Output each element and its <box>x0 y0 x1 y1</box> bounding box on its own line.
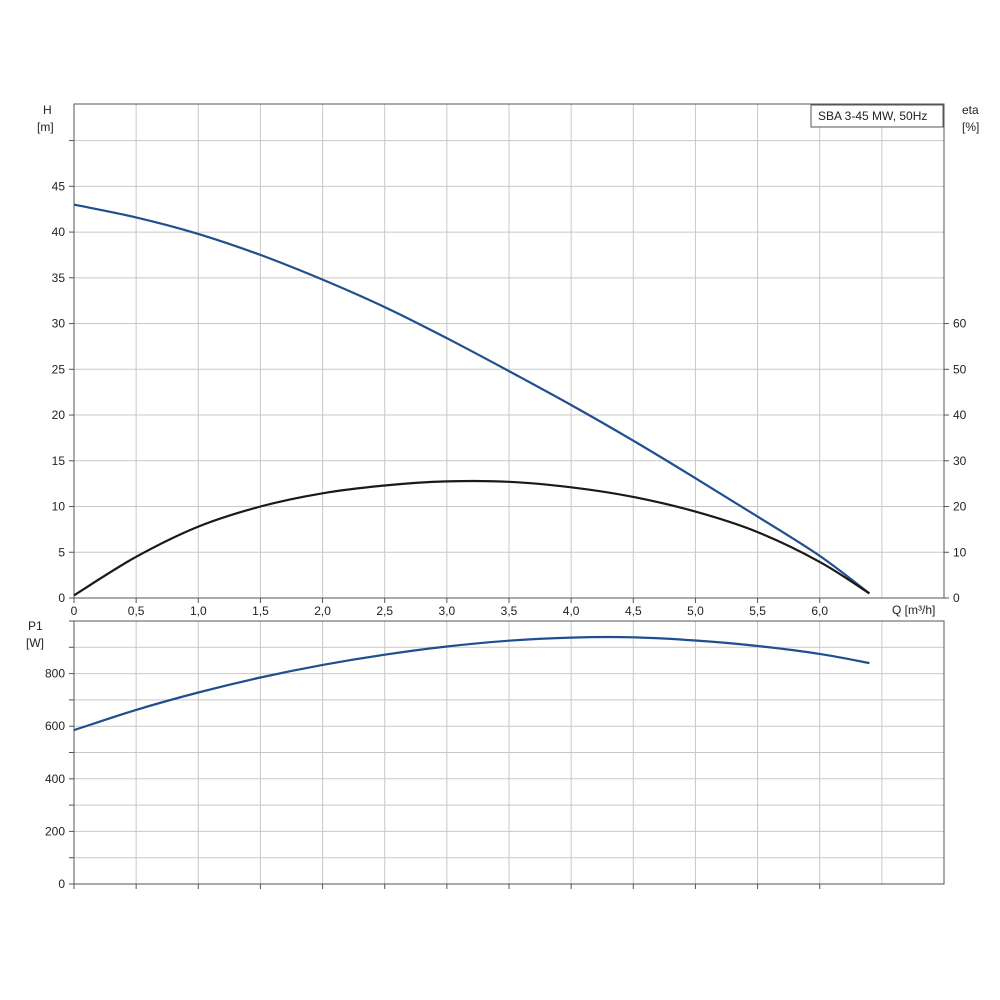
y-right-tick-label: 60 <box>953 317 967 331</box>
x-tick-label: 2,0 <box>314 604 331 618</box>
x-tick-label: 0,5 <box>128 604 145 618</box>
y-left-tick-label: 45 <box>52 179 66 193</box>
x-tick-label: 5,5 <box>749 604 766 618</box>
x-tick-label: 2,5 <box>376 604 393 618</box>
power-tick-label: 0 <box>58 877 65 891</box>
y-left-tick-label: 35 <box>52 271 66 285</box>
x-tick-label: 0 <box>71 604 78 618</box>
y-right-tick-label: 20 <box>953 500 967 514</box>
head-efficiency-panel: SBA 3-45 MW, 50Hz H [m] eta [%] Q [m³/h]… <box>37 103 979 618</box>
pump-title-box <box>810 104 944 128</box>
y-left-tick-label: 20 <box>52 408 66 422</box>
y-right-tick-label: 30 <box>953 454 967 468</box>
x-tick-label: 1,0 <box>190 604 207 618</box>
x-tick-label: 3,5 <box>501 604 518 618</box>
x-tick-label: 4,0 <box>563 604 580 618</box>
power-panel: P1 [W] 0 200 400 600 800 <box>26 619 945 891</box>
x-tick-label: 4,5 <box>625 604 642 618</box>
x-tick-label: 3,0 <box>439 604 456 618</box>
power-curve-line <box>73 635 870 732</box>
power-axis-unit: [W] <box>26 636 44 650</box>
head-curve-line <box>73 203 871 595</box>
top-axis-ticks <box>69 140 949 603</box>
y-right-tick-label: 10 <box>953 545 967 559</box>
y-left-axis-unit: [m] <box>37 120 54 134</box>
y-right-axis-label: eta <box>962 103 979 117</box>
x-axis-label: Q [m³/h] <box>892 603 935 617</box>
y-left-tick-label: 30 <box>52 317 66 331</box>
bottom-axis-ticks <box>69 620 821 889</box>
top-grid <box>73 104 945 599</box>
bottom-grid <box>73 620 945 885</box>
pump-title: SBA 3-45 MW, 50Hz <box>818 109 927 123</box>
y-left-tick-label: 25 <box>52 362 66 376</box>
bottom-tick-labels: 0 200 400 600 800 <box>45 667 65 891</box>
power-tick-label: 800 <box>45 667 65 681</box>
y-left-tick-label: 10 <box>52 500 66 514</box>
top-tick-labels: 0 0,5 1,0 1,5 2,0 2,5 3,0 3,5 4,0 4,5 5,0 5,5 6,0 0 5 1… <box>52 179 967 618</box>
y-left-tick-label: 15 <box>52 454 66 468</box>
y-left-tick-label: 40 <box>52 225 66 239</box>
y-right-tick-label: 50 <box>953 362 967 376</box>
power-tick-label: 400 <box>45 772 65 786</box>
y-left-tick-label: 0 <box>58 591 65 605</box>
y-right-tick-label: 0 <box>953 591 960 605</box>
x-tick-label: 5,0 <box>687 604 704 618</box>
power-tick-label: 200 <box>45 824 65 838</box>
x-tick-label: 1,5 <box>252 604 269 618</box>
power-axis-label: P1 <box>28 619 43 633</box>
y-left-axis-label: H <box>43 103 52 117</box>
y-left-tick-label: 5 <box>58 545 65 559</box>
efficiency-curve-line <box>73 479 870 597</box>
y-right-axis-unit: [%] <box>962 120 979 134</box>
bottom-series <box>73 635 870 732</box>
x-tick-label: 6,0 <box>811 604 828 618</box>
y-right-tick-label: 40 <box>953 408 967 422</box>
power-tick-label: 600 <box>45 719 65 733</box>
top-series <box>73 203 871 597</box>
